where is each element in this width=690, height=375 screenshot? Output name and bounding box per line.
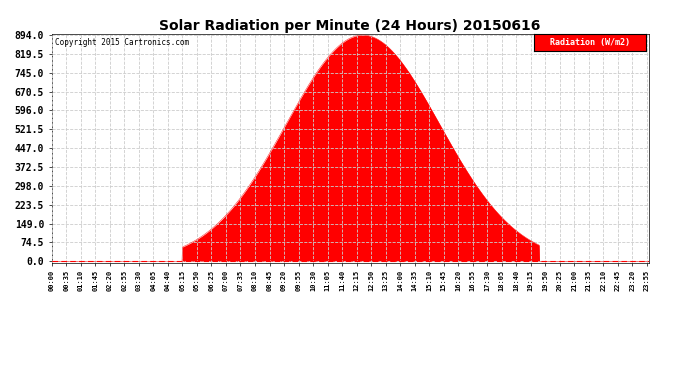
Text: Copyright 2015 Cartronics.com: Copyright 2015 Cartronics.com	[55, 38, 189, 47]
Title: Solar Radiation per Minute (24 Hours) 20150616: Solar Radiation per Minute (24 Hours) 20…	[159, 19, 541, 33]
